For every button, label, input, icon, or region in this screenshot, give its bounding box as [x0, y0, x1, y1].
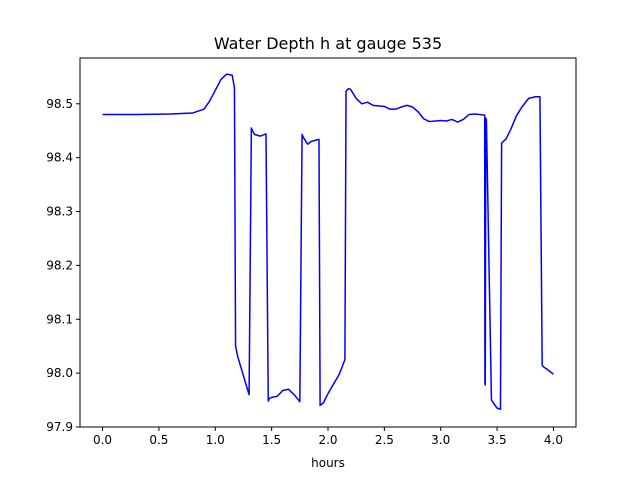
x-tick-label: 3.5: [488, 433, 507, 447]
y-tick-label: 98.2: [46, 258, 73, 272]
x-tick-label: 4.0: [544, 433, 563, 447]
x-tick-label: 3.0: [431, 433, 450, 447]
y-tick-label: 97.9: [46, 420, 73, 434]
x-tick-label: 2.0: [318, 433, 337, 447]
x-axis: 0.0 0.5 1.0 1.5 2.0 2.5 3.0 3.5 4.0: [93, 427, 563, 447]
x-tick-label: 1.0: [206, 433, 225, 447]
y-tick-label: 98.4: [46, 151, 73, 165]
y-axis: 97.9 98.0 98.1 98.2 98.3 98.4 98.5: [46, 97, 80, 434]
y-tick-label: 98.0: [46, 366, 73, 380]
x-tick-label: 2.5: [375, 433, 394, 447]
x-tick-label: 0.0: [93, 433, 112, 447]
y-tick-label: 98.5: [46, 97, 73, 111]
series-line-0: [102, 73, 554, 410]
chart-title: Water Depth h at gauge 535: [214, 34, 442, 53]
y-tick-label: 98.1: [46, 312, 73, 326]
y-tick-label: 98.3: [46, 205, 73, 219]
x-tick-label: 1.5: [262, 433, 281, 447]
x-axis-label: hours: [311, 456, 345, 470]
x-tick-label: 0.5: [149, 433, 168, 447]
